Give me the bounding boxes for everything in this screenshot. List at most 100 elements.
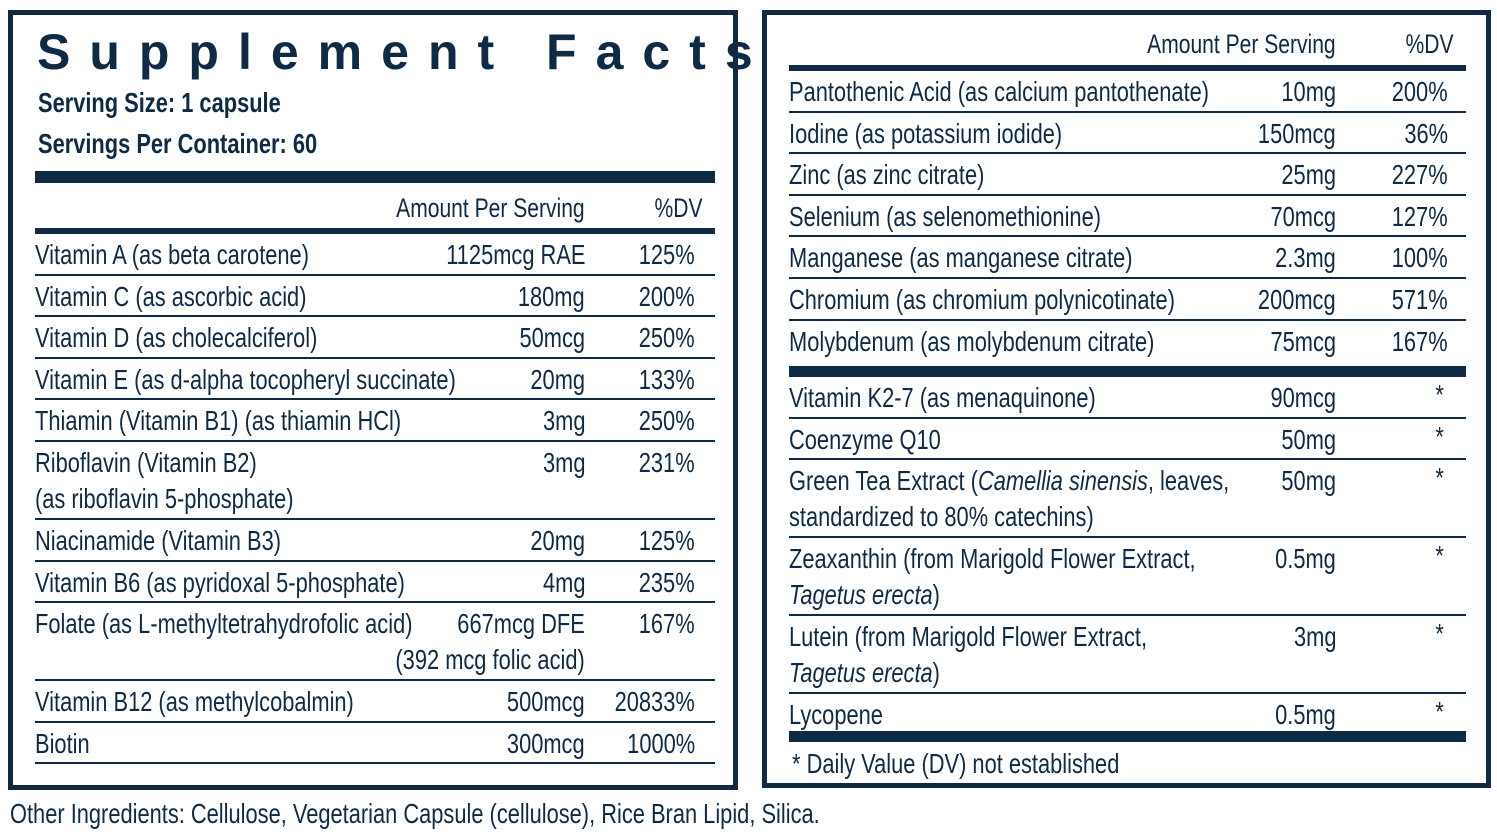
nutrient-name: Vitamin B6 (as pyridoxal 5-phosphate) [35, 565, 405, 601]
amount-value: 20mg [530, 362, 585, 398]
name-part: , leaves, [1147, 465, 1230, 497]
amount-line1: 0.5mg [1275, 543, 1336, 575]
name-line2: Tagetus erecta) [789, 577, 1196, 613]
amount-value: 20mg [530, 523, 585, 559]
dv-header: %DV [655, 193, 703, 223]
name-line1: Niacinamide (Vitamin B3) [35, 524, 282, 556]
name-line1: Thiamin (Vitamin B1) (as thiamin HCl) [35, 405, 402, 437]
name-line1: Chromium (as chromium polynicotinate) [789, 283, 1175, 315]
dv-value: * [1435, 379, 1444, 410]
amount-value: 10mg [1281, 74, 1336, 110]
amount-header: Amount Per Serving [1147, 29, 1336, 59]
table-row: Selenium (as selenomethionine) 70mcg 127% [789, 196, 1466, 238]
column-header-row: Amount Per Serving %DV [35, 193, 715, 227]
amount-header: Amount Per Serving [396, 193, 585, 223]
dv-value: 250% [639, 405, 695, 437]
table-row: Vitamin K2-7 (as menaquinone) 90mcg * [789, 377, 1466, 419]
amount-value: 4mg [543, 565, 585, 601]
thick-divider [35, 171, 715, 183]
amount-line1: 3mg [542, 446, 585, 478]
nutrient-name: Biotin [35, 726, 90, 762]
name-line1: Vitamin E (as d-alpha tocopheryl succina… [35, 363, 456, 395]
amount-line1: 50mg [1281, 465, 1336, 497]
nutrient-name: Coenzyme Q10 [789, 422, 941, 458]
amount-line1: 150mcg [1258, 117, 1336, 149]
amount-value: 0.5mg [1275, 697, 1336, 733]
name-line2: standardized to 80% catechins) [789, 501, 1094, 533]
name-line1: Vitamin A (as beta carotene) [35, 239, 309, 270]
name-line1: Riboflavin (Vitamin B2) [35, 446, 257, 478]
name-line1: Vitamin D (as cholecalciferol) [35, 322, 318, 354]
name-italic: Tagetus erecta [789, 579, 933, 611]
name-line1: Vitamin B12 (as methylcobalmin) [35, 686, 354, 718]
name-part: ) [932, 579, 940, 611]
right-nutrient-table-top: Pantothenic Acid (as calcium pantothenat… [789, 71, 1466, 362]
table-row: Vitamin D (as cholecalciferol) 50mcg 250% [35, 317, 715, 359]
amount-value: 200mcg [1258, 282, 1336, 318]
dv-value: * [1435, 618, 1444, 650]
amount-line1: 90mcg [1270, 382, 1336, 413]
name-line1: Vitamin B6 (as pyridoxal 5-phosphate) [35, 566, 405, 598]
dv-value: 235% [639, 566, 695, 598]
name-line1: Folate (as L-methyltetrahydrofolic acid) [35, 608, 413, 640]
amount-line1: 180mg [518, 280, 585, 312]
amount-line1: 3mg [542, 405, 585, 437]
amount-value: 1125mcg RAE [446, 237, 585, 273]
amount-line1: 4mg [542, 566, 585, 598]
header-divider [789, 65, 1466, 71]
dv-value: 231% [639, 446, 695, 478]
nutrient-name: Lycopene [789, 697, 883, 733]
name-line2: (as riboflavin 5-phosphate) [35, 482, 294, 514]
dv-value: 125% [639, 239, 695, 270]
table-row: Niacinamide (Vitamin B3) 20mg 125% [35, 520, 715, 562]
amount-value: 50mg [1281, 463, 1336, 499]
name-line1: Zinc (as zinc citrate) [789, 159, 985, 191]
nutrient-name: Vitamin B12 (as methylcobalmin) [35, 684, 354, 720]
table-row: Molybdenum (as molybdenum citrate) 75mcg 1… [789, 321, 1466, 363]
nutrient-name: Zeaxanthin (from Marigold Flower Extract… [789, 541, 1196, 613]
amount-line1: 667mcg DFE [457, 608, 585, 640]
dv-value: 125% [639, 524, 695, 556]
amount-line1: 0.5mg [1275, 699, 1336, 731]
table-row: Lycopene 0.5mg * [789, 694, 1466, 736]
table-row: Riboflavin (Vitamin B2) (as riboflavin 5-… [35, 442, 715, 520]
nutrient-name: Chromium (as chromium polynicotinate) [789, 282, 1175, 318]
supplement-facts-panel-left: Supplement Facts Serving Size: 1 capsule… [8, 10, 753, 790]
nutrient-name: Zinc (as zinc citrate) [789, 157, 984, 193]
name-line2: Tagetus erecta) [789, 655, 1147, 691]
table-row: Lutein (from Marigold Flower Extract, Tag… [789, 616, 1466, 695]
amount-line1: 70mcg [1270, 200, 1336, 232]
amount-value: 0.5mg [1275, 541, 1336, 577]
amount-line1: 200mcg [1258, 283, 1336, 315]
nutrient-name: Vitamin C (as ascorbic acid) [35, 279, 306, 315]
nutrient-name: Lutein (from Marigold Flower Extract, Tag… [789, 619, 1147, 691]
dv-footnote: * Daily Value (DV) not established [792, 748, 1120, 779]
right-nutrient-table-bottom: Vitamin K2-7 (as menaquinone) 90mcg * Coenz… [789, 377, 1466, 736]
nutrient-name: Iodine (as potassium iodide) [789, 116, 1062, 152]
name-line1: Selenium (as selenomethionine) [789, 200, 1101, 232]
nutrient-name: Green Tea Extract (Camellia sinensis, le… [789, 463, 1229, 535]
column-header-row: Amount Per Serving %DV [789, 29, 1466, 63]
table-row: Vitamin E (as d-alpha tocopheryl succina… [35, 359, 715, 401]
table-row: Biotin 300mcg 1000% [35, 723, 715, 765]
amount-value: 150mcg [1258, 116, 1336, 152]
dv-value: 100% [1392, 242, 1448, 274]
table-row: Coenzyme Q10 50mg * [789, 419, 1466, 461]
dv-value: * [1435, 696, 1444, 728]
nutrient-name: Thiamin (Vitamin B1) (as thiamin HCl) [35, 403, 401, 439]
servings-per-container: Servings Per Container: 60 [38, 128, 318, 159]
name-line1: Lycopene [789, 699, 883, 731]
amount-value: 3mg [1294, 619, 1336, 655]
dv-value: 250% [639, 322, 695, 354]
amount-line1: 3mg [1293, 621, 1336, 653]
name-line1: Zeaxanthin (from Marigold Flower Extract… [789, 543, 1196, 575]
table-row: Pantothenic Acid (as calcium pantothenat… [789, 71, 1466, 113]
panel-title: Supplement Facts [37, 24, 772, 80]
nutrient-name: Vitamin E (as d-alpha tocopheryl succina… [35, 362, 456, 398]
amount-value: 500mcg [507, 684, 585, 720]
amount-line2: (392 mcg folic acid) [395, 644, 585, 676]
amount-value: 300mcg [507, 726, 585, 762]
amount-line1: 1125mcg RAE [445, 239, 585, 270]
nutrient-name: Niacinamide (Vitamin B3) [35, 523, 281, 559]
amount-line1: 2.3mg [1275, 242, 1336, 274]
